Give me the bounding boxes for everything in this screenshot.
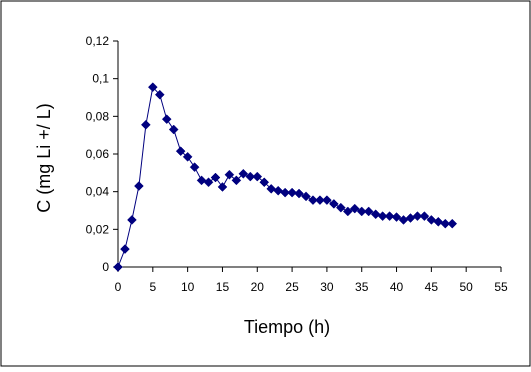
data-point bbox=[231, 175, 242, 186]
data-point bbox=[266, 183, 277, 194]
x-tick-label: 5 bbox=[149, 280, 156, 294]
data-point bbox=[349, 203, 360, 214]
data-point bbox=[182, 151, 193, 162]
y-tick-label: 0,12 bbox=[86, 34, 110, 48]
data-point bbox=[154, 89, 165, 100]
data-point bbox=[377, 211, 388, 222]
data-point bbox=[426, 215, 437, 225]
data-point bbox=[391, 212, 402, 222]
data-point bbox=[196, 175, 207, 186]
data-point bbox=[210, 172, 221, 183]
data-point bbox=[308, 195, 318, 205]
x-tick-label: 25 bbox=[285, 280, 299, 294]
data-point bbox=[412, 211, 423, 222]
axes: 0 0,02 0,04 0,06 0,08 0,1 0,12 0 5 10 15 20 25 30 35 40… bbox=[86, 34, 508, 294]
x-tick-label: 45 bbox=[425, 280, 439, 294]
x-tick-label: 50 bbox=[460, 280, 474, 294]
data-point bbox=[419, 211, 430, 222]
data-point bbox=[433, 216, 444, 227]
data-point bbox=[245, 171, 256, 182]
x-tick-label: 10 bbox=[181, 280, 195, 294]
data-point bbox=[134, 181, 144, 191]
data-point bbox=[287, 187, 297, 198]
x-tick-label: 55 bbox=[494, 280, 508, 294]
data-point bbox=[238, 168, 249, 179]
data-point bbox=[363, 206, 374, 217]
data-point bbox=[294, 188, 304, 199]
x-tick-label: 0 bbox=[115, 280, 122, 294]
data-point bbox=[252, 171, 263, 182]
x-tick-label: 35 bbox=[355, 280, 369, 294]
y-tick-label: 0,04 bbox=[86, 185, 110, 199]
data-point bbox=[440, 218, 451, 229]
data-point bbox=[384, 211, 395, 222]
data-point bbox=[168, 124, 179, 135]
data-point bbox=[259, 177, 270, 188]
data-point bbox=[224, 169, 235, 180]
series-layer bbox=[113, 82, 458, 272]
data-point bbox=[113, 262, 123, 272]
y-tick-label: 0 bbox=[102, 260, 109, 274]
data-point bbox=[447, 218, 458, 229]
data-point bbox=[322, 195, 332, 205]
data-point bbox=[315, 195, 325, 205]
data-point bbox=[161, 114, 172, 125]
data-point bbox=[203, 177, 214, 188]
data-point bbox=[280, 187, 290, 198]
x-tick-label: 30 bbox=[320, 280, 334, 294]
data-point bbox=[217, 182, 228, 192]
data-point bbox=[175, 146, 186, 157]
data-point bbox=[342, 206, 353, 217]
data-point bbox=[301, 191, 311, 202]
y-axis-label: C (mg Li +/ L) bbox=[34, 103, 54, 213]
data-point bbox=[147, 82, 158, 92]
y-tick-label: 0,02 bbox=[86, 222, 110, 236]
data-point bbox=[120, 244, 130, 254]
x-tick-label: 15 bbox=[216, 280, 230, 294]
data-point bbox=[273, 185, 284, 196]
x-tick-label: 20 bbox=[251, 280, 265, 294]
x-tick-label: 40 bbox=[390, 280, 404, 294]
data-point bbox=[329, 199, 339, 209]
data-point bbox=[356, 206, 367, 217]
data-point bbox=[141, 119, 151, 130]
data-point bbox=[189, 162, 200, 173]
data-point bbox=[335, 202, 346, 213]
x-axis-label: Tiempo (h) bbox=[244, 317, 330, 337]
y-tick-label: 0,1 bbox=[92, 72, 109, 86]
data-point bbox=[127, 215, 137, 225]
y-tick-label: 0,06 bbox=[86, 147, 110, 161]
data-point bbox=[370, 209, 381, 220]
y-tick-label: 0,08 bbox=[86, 109, 110, 123]
